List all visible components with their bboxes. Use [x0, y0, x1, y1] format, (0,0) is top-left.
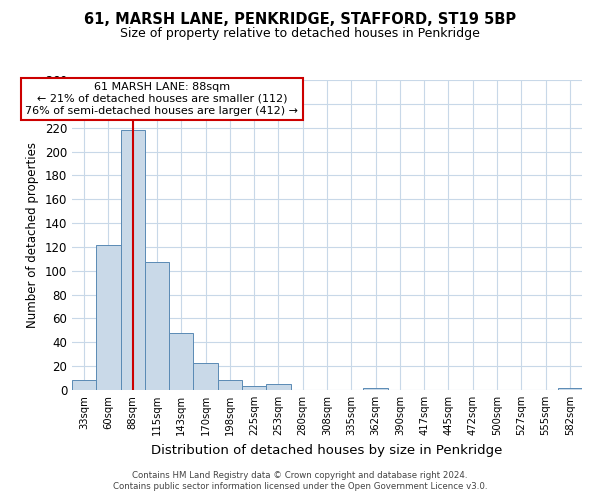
X-axis label: Distribution of detached houses by size in Penkridge: Distribution of detached houses by size … [151, 444, 503, 456]
Bar [145, 262, 169, 390]
Bar [266, 384, 290, 390]
Bar [218, 380, 242, 390]
Text: Contains HM Land Registry data © Crown copyright and database right 2024.: Contains HM Land Registry data © Crown c… [132, 471, 468, 480]
Bar [169, 333, 193, 390]
Bar [72, 380, 96, 390]
Bar [242, 386, 266, 390]
Bar [364, 388, 388, 390]
Bar [193, 362, 218, 390]
Text: Size of property relative to detached houses in Penkridge: Size of property relative to detached ho… [120, 28, 480, 40]
Text: Contains public sector information licensed under the Open Government Licence v3: Contains public sector information licen… [113, 482, 487, 491]
Text: 61 MARSH LANE: 88sqm
← 21% of detached houses are smaller (112)
76% of semi-deta: 61 MARSH LANE: 88sqm ← 21% of detached h… [25, 82, 298, 116]
Bar [96, 244, 121, 390]
Bar [121, 130, 145, 390]
Bar [558, 388, 582, 390]
Y-axis label: Number of detached properties: Number of detached properties [26, 142, 39, 328]
Text: 61, MARSH LANE, PENKRIDGE, STAFFORD, ST19 5BP: 61, MARSH LANE, PENKRIDGE, STAFFORD, ST1… [84, 12, 516, 28]
